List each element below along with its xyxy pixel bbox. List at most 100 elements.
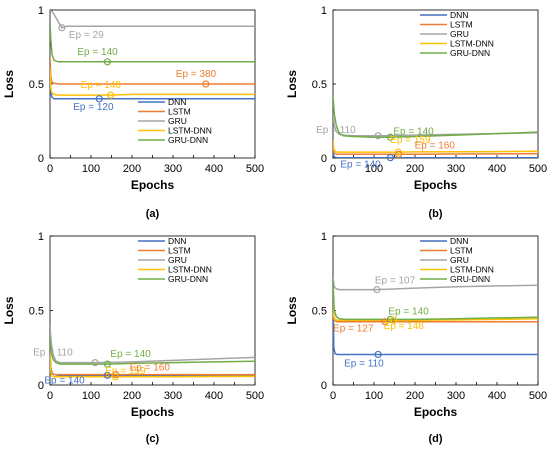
- best-epoch-marker: [103, 360, 112, 368]
- best-epoch-marker: [390, 316, 398, 324]
- panel-label: (a): [146, 208, 160, 220]
- best-epoch-label: Ep = 160: [415, 140, 456, 151]
- x-axis-label: Epochs: [414, 178, 458, 192]
- best-epoch-marker: [386, 154, 394, 162]
- x-axis-label: Epochs: [131, 405, 175, 419]
- x-axis-label: Epochs: [131, 178, 175, 192]
- best-epoch-marker: [386, 133, 394, 141]
- x-tick-label: 100: [365, 390, 383, 402]
- panel-label: (c): [146, 433, 160, 445]
- legend-entry: DNN: [450, 236, 468, 246]
- best-epoch-marker: [202, 80, 210, 88]
- best-epoch-marker: [374, 350, 382, 359]
- x-tick-label: 200: [123, 163, 141, 175]
- series-line-gru-dnn: [50, 335, 255, 365]
- series-line-gru: [333, 277, 538, 291]
- x-tick-label: 300: [447, 390, 465, 402]
- x-tick-label: 400: [205, 163, 223, 175]
- legend-entry: GRU: [168, 255, 187, 265]
- y-tick-label: 1: [321, 5, 327, 17]
- series-line-lstm: [333, 143, 538, 156]
- best-epoch-label: Ep = 160: [130, 363, 171, 374]
- best-epoch-label: Ep = 140: [393, 126, 434, 137]
- best-epoch-label: Ep = 110: [33, 348, 73, 359]
- x-tick-label: 500: [246, 163, 264, 175]
- y-tick-label: 0.5: [312, 79, 327, 91]
- best-epoch-label: Ep = 29: [69, 30, 104, 41]
- chart-panel-1: 0 100 200 300 400 500 0 0.5 1 Epochs Loss (a) Ep = 2…: [2, 5, 264, 220]
- x-tick-label: 200: [406, 163, 424, 175]
- y-tick-label: 1: [38, 231, 44, 243]
- x-tick-label: 300: [164, 163, 182, 175]
- legend-entry: LSTM-DNN: [450, 39, 494, 49]
- x-tick-label: 400: [205, 390, 223, 402]
- legend-entry: LSTM: [450, 20, 473, 30]
- x-tick-label: 0: [330, 390, 336, 402]
- legend-entry: DNN: [450, 10, 468, 20]
- x-tick-label: 0: [47, 163, 53, 175]
- best-epoch-label: Ep = 120: [73, 102, 114, 113]
- legend-entry: LSTM-DNN: [450, 265, 494, 275]
- x-tick-label: 300: [447, 163, 465, 175]
- best-epoch-label: Ep = 148: [81, 80, 122, 91]
- y-axis-label: Loss: [285, 70, 299, 98]
- legend-entry: LSTM: [168, 246, 191, 256]
- x-axis-label: Epochs: [414, 405, 458, 419]
- series-line-gru-dnn: [50, 21, 255, 63]
- series-line-dnn: [333, 149, 538, 158]
- best-epoch-marker: [95, 95, 103, 103]
- series-line-lstm: [50, 57, 255, 85]
- y-tick-label: 0.5: [29, 306, 44, 318]
- best-epoch-label: Ep = 140: [388, 306, 429, 317]
- series-line-gru-dnn: [333, 280, 538, 321]
- panel-label: (d): [428, 433, 442, 445]
- chart-panel-2: 0 100 200 300 400 500 0 0.5 1 Epochs Loss (b) Ep = 1…: [285, 5, 547, 220]
- x-tick-label: 200: [406, 390, 424, 402]
- best-epoch-marker: [374, 132, 382, 140]
- x-tick-label: 100: [82, 163, 100, 175]
- legend-entry: LSTM-DNN: [168, 126, 212, 136]
- best-epoch-label: Ep = 127: [333, 324, 374, 335]
- y-tick-label: 0: [38, 380, 44, 392]
- series-line-gru-dnn: [333, 95, 538, 139]
- y-axis-label: Loss: [285, 296, 299, 324]
- best-epoch-label: Ep = 159: [105, 366, 146, 377]
- y-tick-label: 0: [38, 153, 44, 165]
- best-epoch-label: Ep = 140: [44, 375, 85, 386]
- best-epoch-label: Ep = 159: [390, 135, 431, 146]
- best-epoch-label: Ep = 110: [316, 125, 356, 136]
- legend-entry: GRU-DNN: [168, 274, 208, 284]
- legend-entry: GRU-DNN: [168, 135, 208, 145]
- best-epoch-label: Ep = 148: [384, 321, 425, 332]
- best-epoch-marker: [58, 24, 66, 32]
- legend-entry: LSTM: [168, 107, 191, 117]
- y-tick-label: 0: [321, 380, 327, 392]
- legend-entry: LSTM: [450, 246, 473, 256]
- x-tick-label: 400: [488, 390, 506, 402]
- x-tick-label: 500: [529, 163, 547, 175]
- legend-entry: GRU: [168, 116, 187, 126]
- x-tick-label: 200: [123, 390, 141, 402]
- best-epoch-label: Ep = 107: [375, 276, 416, 287]
- best-epoch-marker: [373, 286, 381, 294]
- series-line-lstm: [333, 310, 538, 323]
- legend-entry: LSTM-DNN: [168, 265, 212, 275]
- best-epoch-label: Ep = 110: [344, 358, 384, 369]
- best-epoch-label: Ep = 140: [340, 160, 381, 171]
- y-tick-label: 1: [38, 5, 44, 17]
- panel-label: (b): [428, 208, 442, 220]
- y-tick-label: 1: [321, 231, 327, 243]
- series-line-lstm-dnn: [333, 303, 538, 321]
- series-line-gru: [333, 113, 538, 137]
- best-epoch-marker: [91, 359, 99, 367]
- x-tick-label: 100: [365, 163, 383, 175]
- series-line-lstm-dnn: [333, 140, 538, 153]
- chart-panel-4: 0 100 200 300 400 500 0 0.5 1 Epochs Loss (d) Ep = 1…: [285, 231, 547, 445]
- best-epoch-label: Ep = 140: [77, 47, 118, 58]
- series-line-lstm-dnn: [50, 352, 255, 378]
- best-epoch-label: Ep = 380: [176, 69, 217, 80]
